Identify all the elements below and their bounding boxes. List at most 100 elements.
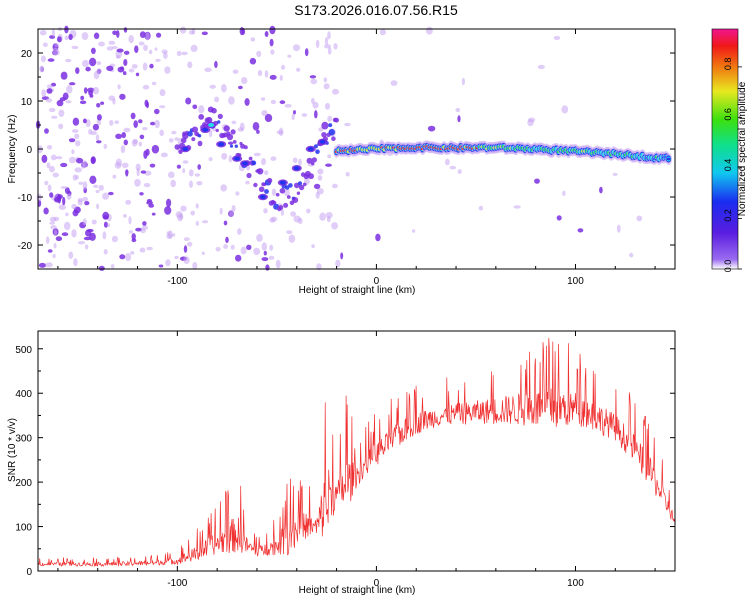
noise-point bbox=[78, 241, 86, 245]
noise-point bbox=[116, 48, 124, 53]
noise-point bbox=[375, 233, 381, 242]
noise-point bbox=[241, 77, 248, 84]
snr-panel: -100 0 100 0 100 200 300 400 500 Height of strai… bbox=[7, 330, 676, 596]
noise-point bbox=[195, 220, 199, 226]
noise-point bbox=[478, 205, 484, 211]
noise-point bbox=[182, 168, 186, 174]
noise-point bbox=[41, 154, 48, 163]
noise-point bbox=[95, 189, 100, 194]
trace-point bbox=[296, 191, 301, 195]
noise-point bbox=[261, 242, 267, 251]
noise-point bbox=[123, 214, 127, 218]
trace-point bbox=[275, 192, 280, 197]
noise-point bbox=[125, 253, 132, 262]
noise-point bbox=[50, 154, 57, 161]
noise-point bbox=[88, 128, 93, 135]
noise-point bbox=[221, 84, 227, 93]
noise-point bbox=[117, 66, 125, 73]
noise-point bbox=[201, 251, 205, 255]
noise-point bbox=[43, 207, 49, 215]
noise-point bbox=[427, 125, 436, 132]
noise-point bbox=[114, 120, 119, 124]
noise-point bbox=[553, 35, 561, 40]
colorbar-tick-label: 0.6 bbox=[723, 108, 733, 121]
noise-point bbox=[68, 156, 77, 164]
trace-point bbox=[217, 113, 223, 119]
noise-point bbox=[261, 257, 269, 262]
noise-point bbox=[65, 58, 72, 63]
trace-point bbox=[298, 184, 305, 191]
noise-point bbox=[279, 74, 283, 81]
noise-point bbox=[128, 68, 135, 73]
noise-point bbox=[49, 216, 57, 223]
noise-point bbox=[85, 119, 91, 127]
trace-point bbox=[226, 133, 234, 141]
noise-point bbox=[44, 180, 49, 186]
noise-point bbox=[72, 209, 79, 217]
trace-point bbox=[191, 126, 198, 133]
noise-point bbox=[293, 110, 296, 115]
noise-point bbox=[562, 190, 566, 197]
noise-point bbox=[71, 149, 75, 155]
noise-point bbox=[312, 101, 319, 109]
noise-point bbox=[230, 244, 235, 250]
noise-point bbox=[143, 183, 151, 188]
noise-point bbox=[80, 95, 85, 101]
noise-point bbox=[599, 186, 603, 194]
noise-point bbox=[123, 50, 130, 55]
noise-point bbox=[82, 181, 88, 190]
noise-point bbox=[54, 43, 59, 47]
noise-point bbox=[46, 84, 53, 89]
noise-point bbox=[114, 161, 122, 169]
noise-point bbox=[96, 103, 101, 108]
noise-point bbox=[291, 113, 295, 121]
noise-point bbox=[290, 211, 296, 217]
noise-point bbox=[48, 107, 56, 113]
noise-point bbox=[333, 43, 338, 50]
noise-point bbox=[268, 255, 275, 260]
noise-point bbox=[238, 85, 243, 90]
noise-point bbox=[228, 96, 235, 105]
ridge-core bbox=[666, 157, 671, 161]
noise-point bbox=[120, 145, 126, 154]
noise-point bbox=[304, 48, 309, 57]
trace-point bbox=[272, 201, 277, 205]
noise-point bbox=[155, 58, 161, 63]
noise-point bbox=[227, 141, 234, 145]
noise-point bbox=[122, 71, 127, 76]
noise-point bbox=[181, 51, 188, 56]
snr-x-axis-label: Height of straight line (km) bbox=[299, 585, 416, 596]
noise-point bbox=[109, 119, 114, 126]
noise-point bbox=[142, 84, 150, 90]
noise-point bbox=[326, 216, 331, 223]
noise-point bbox=[39, 29, 47, 36]
noise-point bbox=[208, 157, 213, 162]
noise-point bbox=[133, 120, 138, 128]
noise-point bbox=[279, 100, 286, 105]
noise-point bbox=[534, 178, 540, 184]
snr-y-tick-label: 100 bbox=[15, 523, 32, 534]
noise-point bbox=[62, 92, 69, 100]
noise-point bbox=[180, 205, 187, 212]
noise-point bbox=[190, 210, 195, 216]
trace-point bbox=[292, 197, 299, 203]
noise-point bbox=[144, 99, 149, 108]
noise-point bbox=[131, 64, 138, 69]
noise-point bbox=[108, 40, 116, 45]
noise-point bbox=[60, 162, 68, 168]
noise-point bbox=[96, 114, 102, 121]
trace-point bbox=[187, 131, 193, 137]
noise-point bbox=[228, 155, 233, 163]
noise-point bbox=[135, 72, 140, 77]
noise-point bbox=[40, 55, 46, 63]
noise-point bbox=[135, 227, 143, 232]
noise-point bbox=[306, 208, 311, 214]
noise-point bbox=[168, 171, 175, 179]
noise-point bbox=[185, 97, 192, 105]
noise-point bbox=[115, 133, 122, 139]
snr-plot-area bbox=[38, 331, 675, 571]
noise-point bbox=[219, 207, 223, 215]
noise-point bbox=[52, 253, 56, 259]
noise-point bbox=[513, 205, 521, 209]
noise-point bbox=[100, 101, 105, 105]
